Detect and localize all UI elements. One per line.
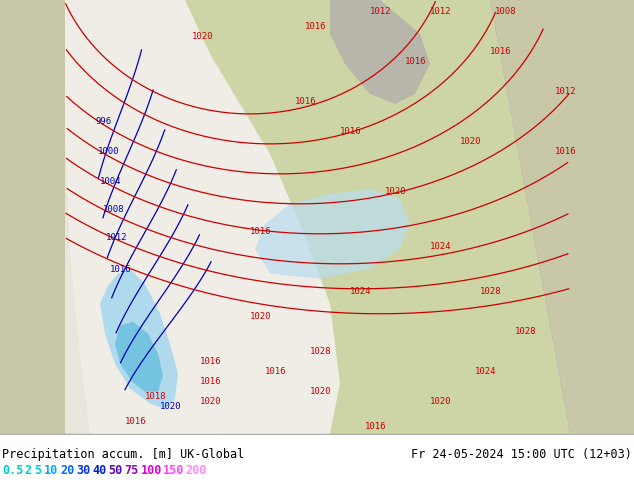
Polygon shape [65, 0, 570, 434]
Text: 1016: 1016 [125, 416, 146, 426]
Text: 1028: 1028 [480, 287, 501, 296]
FancyBboxPatch shape [0, 0, 634, 434]
Text: 40: 40 [93, 464, 107, 477]
Text: 1016: 1016 [265, 367, 287, 376]
Text: 1004: 1004 [100, 177, 122, 186]
Text: 1020: 1020 [250, 312, 271, 321]
Text: Precipitation accum. [m] UK-Global: Precipitation accum. [m] UK-Global [2, 448, 244, 461]
Text: 1016: 1016 [555, 147, 576, 156]
Text: 2: 2 [24, 464, 32, 477]
Polygon shape [255, 189, 410, 279]
Text: 1016: 1016 [405, 57, 427, 66]
Text: 1028: 1028 [515, 327, 536, 336]
Text: 100: 100 [141, 464, 162, 477]
Text: 1020: 1020 [160, 402, 181, 411]
Text: 1016: 1016 [490, 47, 512, 56]
Text: 1016: 1016 [250, 227, 271, 236]
Text: 1008: 1008 [495, 7, 517, 16]
Text: 1016: 1016 [200, 357, 221, 366]
Text: 1016: 1016 [200, 377, 221, 386]
Text: 1008: 1008 [103, 205, 124, 214]
Text: 1012: 1012 [106, 233, 127, 242]
Text: 75: 75 [124, 464, 139, 477]
Text: 1020: 1020 [192, 32, 214, 41]
Text: 1018: 1018 [145, 392, 167, 401]
Text: 50: 50 [108, 464, 122, 477]
Text: 1020: 1020 [460, 137, 481, 146]
Text: 30: 30 [76, 464, 91, 477]
Text: 1016: 1016 [365, 422, 387, 431]
Polygon shape [65, 0, 340, 434]
Text: 0.5: 0.5 [2, 464, 23, 477]
Polygon shape [100, 269, 178, 409]
Text: 1000: 1000 [98, 147, 119, 156]
Text: Fr 24-05-2024 15:00 UTC (12+03): Fr 24-05-2024 15:00 UTC (12+03) [411, 448, 632, 461]
Polygon shape [115, 322, 163, 392]
Text: 1020: 1020 [200, 397, 221, 406]
Text: 1024: 1024 [430, 242, 451, 251]
Polygon shape [65, 0, 220, 434]
Polygon shape [330, 0, 430, 104]
Text: 1020: 1020 [310, 387, 332, 396]
Text: 1016: 1016 [340, 127, 361, 136]
Polygon shape [65, 0, 570, 434]
Text: 1012: 1012 [555, 87, 576, 96]
Text: 1016: 1016 [295, 97, 316, 106]
Text: 20: 20 [60, 464, 74, 477]
Text: 1024: 1024 [350, 287, 372, 296]
Text: 10: 10 [44, 464, 58, 477]
Text: 1024: 1024 [475, 367, 496, 376]
Text: 150: 150 [163, 464, 184, 477]
Text: 1012: 1012 [430, 7, 451, 16]
Text: 1016: 1016 [110, 265, 131, 274]
Text: 1020: 1020 [385, 187, 406, 196]
Text: 1012: 1012 [370, 7, 392, 16]
Text: 996: 996 [95, 117, 111, 126]
Text: 1016: 1016 [305, 22, 327, 31]
Text: 1020: 1020 [430, 397, 451, 406]
Text: 5: 5 [34, 464, 41, 477]
Text: 200: 200 [185, 464, 207, 477]
Text: 1028: 1028 [310, 347, 332, 356]
